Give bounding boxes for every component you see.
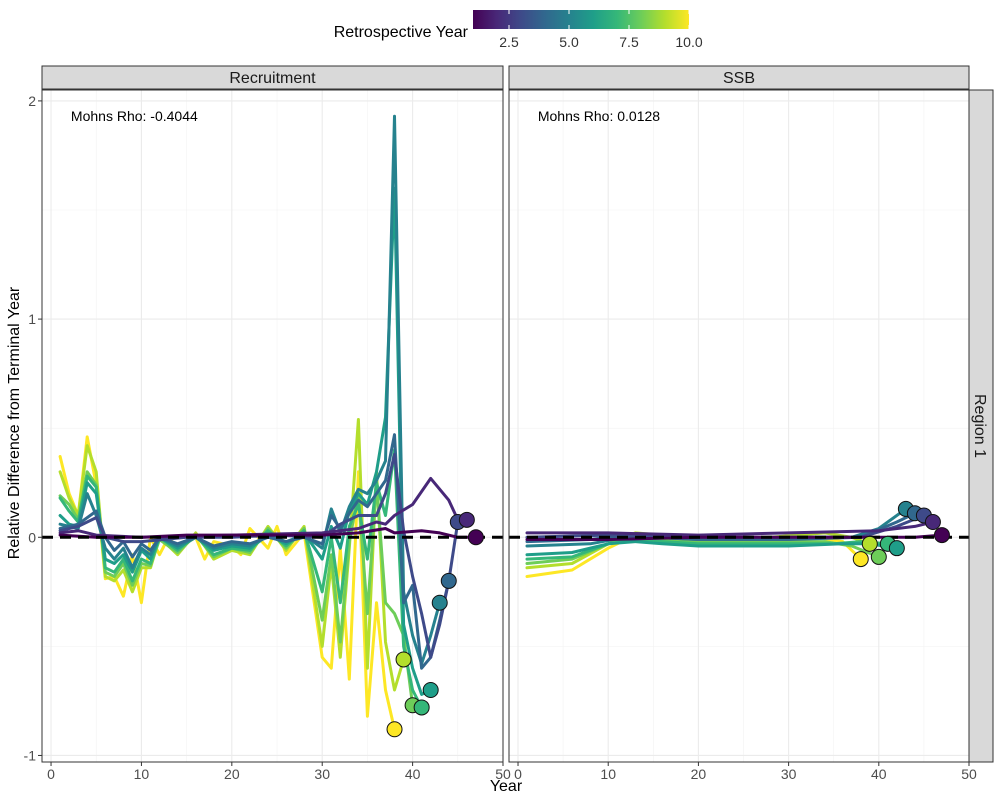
x-tick-label: 30: [781, 766, 797, 782]
x-tick-label: 10: [134, 766, 150, 782]
x-tick-label: 40: [405, 766, 421, 782]
y-tick-label: 2: [28, 93, 36, 109]
panel-background: [42, 90, 503, 762]
terminal-point-peel-5: [431, 594, 448, 611]
terminal-point-peel-6: [888, 540, 905, 557]
terminal-point-peel-2: [924, 514, 941, 530]
terminal-point-peel-1: [467, 529, 484, 546]
y-axis-label: Relative Difference from Terminal Year: [6, 286, 23, 559]
terminal-point-peel-10: [386, 721, 403, 738]
x-axis-label: Year: [490, 778, 523, 795]
x-tick-label: 20: [691, 766, 707, 782]
axes: Year Relative Difference from Terminal Y…: [6, 93, 977, 795]
y-tick-label: 1: [28, 311, 36, 327]
terminal-point-peel-10: [852, 551, 869, 568]
series-line-peel-3: [58, 452, 460, 659]
terminal-points: [852, 500, 950, 568]
panel-recruitment: Mohns Rho: -0.4044 Recruitment: [41, 65, 504, 763]
colorbar-tick-label: 7.5: [619, 34, 639, 50]
mohns-rho-annotation: Mohns Rho: -0.4044: [71, 108, 198, 124]
colorbar-tick-label: 2.5: [499, 34, 519, 50]
strip-recruitment: [41, 65, 504, 90]
series-line-peel-4: [58, 433, 451, 670]
series-lines: [525, 507, 944, 578]
x-tick-label: 20: [224, 766, 240, 782]
colorbar-tick-label: 10.0: [675, 34, 702, 50]
mohns-rho-annotation: Mohns Rho: 0.0128: [538, 108, 660, 124]
x-tick-label: 30: [314, 766, 330, 782]
terminal-point-peel-4: [440, 572, 457, 589]
panel-ssb: Mohns Rho: 0.0128 SSB: [508, 65, 970, 763]
terminal-point-peel-8: [870, 548, 887, 565]
strip-region-label: Region 1: [971, 394, 988, 458]
colorbar-tick-label: 5.0: [559, 34, 579, 50]
terminal-point-peel-2: [458, 511, 475, 528]
series-line-peel-1: [58, 527, 478, 539]
colorbar-legend: Retrospective Year 2.5 5.0 7.5 10.0: [334, 10, 703, 50]
panel-background: [509, 90, 969, 762]
x-tick-label: 50: [495, 766, 511, 782]
strip-region: [968, 89, 994, 763]
series-line-peel-2: [525, 520, 935, 537]
x-tick-label: 0: [47, 766, 55, 782]
strip-label: Recruitment: [229, 70, 316, 87]
colorbar: [473, 10, 689, 29]
terminal-point-peel-9: [395, 651, 412, 668]
terminal-points: [386, 511, 484, 738]
terminal-point-peel-6: [422, 682, 439, 698]
series-lines: [58, 114, 478, 731]
series-line-peel-6: [525, 540, 899, 557]
x-tick-label: 50: [961, 766, 977, 782]
x-tick-label: 10: [600, 766, 616, 782]
y-tick-label: 0: [28, 529, 36, 545]
x-tick-label: 40: [871, 766, 887, 782]
strip-label: SSB: [723, 70, 755, 87]
terminal-point-peel-9: [861, 535, 878, 552]
panel-border: [41, 89, 504, 763]
legend-title: Retrospective Year: [334, 24, 469, 41]
terminal-point-peel-7: [413, 699, 430, 716]
terminal-point-peel-1: [933, 527, 950, 544]
strip-ssb: [508, 65, 970, 90]
y-tick-label: -1: [24, 747, 37, 763]
x-tick-label: 0: [514, 766, 522, 782]
series-line-peel-6: [58, 186, 433, 696]
